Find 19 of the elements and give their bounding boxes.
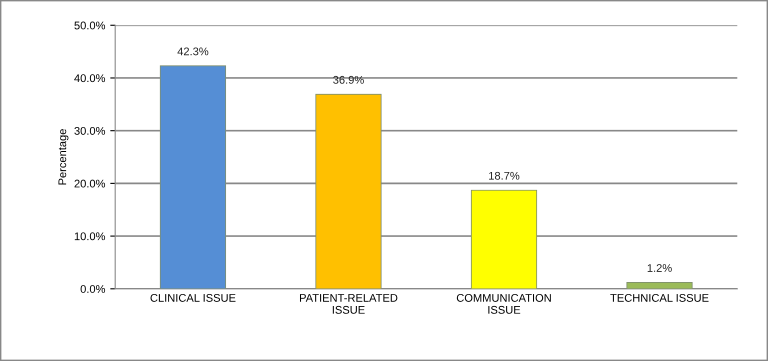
- data-label: 36.9%: [333, 76, 364, 84]
- bar: [315, 94, 382, 289]
- y-tick-label: 50.0%: [74, 22, 106, 30]
- x-tick-label: COMMUNICATION ISSUE: [456, 294, 551, 314]
- bar: [470, 190, 538, 289]
- y-tick-label: 10.0%: [74, 232, 106, 240]
- y-tick-label: 0.0%: [80, 285, 106, 293]
- y-tick-label: 30.0%: [74, 126, 106, 135]
- bar: [160, 65, 226, 289]
- x-tick-label: CLINICAL ISSUE: [150, 294, 236, 302]
- x-tick-label: PATIENT-RELATED ISSUE: [300, 294, 398, 314]
- y-axis-title: Percentage: [58, 129, 68, 185]
- bar: [626, 282, 693, 289]
- data-label: 1.2%: [648, 264, 672, 272]
- x-tick-label: TECHNICAL ISSUE: [610, 294, 709, 302]
- data-label: 42.3%: [177, 47, 208, 56]
- data-label: 18.7%: [489, 172, 520, 180]
- y-tick-label: 20.0%: [74, 180, 106, 188]
- y-tick-label: 40.0%: [74, 74, 106, 82]
